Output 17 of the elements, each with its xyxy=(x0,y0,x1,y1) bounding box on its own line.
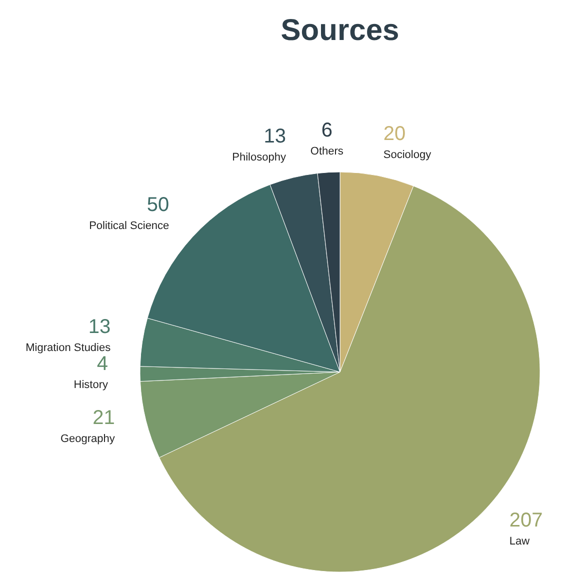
data-label: 4 xyxy=(96,353,108,376)
data-label: 20 xyxy=(383,123,406,146)
slice-label: Law xyxy=(509,536,530,548)
slice-label: Geography xyxy=(60,433,116,446)
slice-label: Others xyxy=(310,145,344,158)
data-label: 6 xyxy=(321,119,332,142)
slice-label: Sociology xyxy=(383,149,432,162)
data-label: 207 xyxy=(509,510,543,532)
slice-label: Political Science xyxy=(89,220,170,232)
data-label: 21 xyxy=(92,407,115,430)
slice-label: Migration Studies xyxy=(26,342,112,354)
chart-title: Sources xyxy=(280,14,400,47)
data-label: 50 xyxy=(146,194,170,216)
slice-label: History xyxy=(74,379,108,392)
data-label: 13 xyxy=(264,125,286,148)
data-label: 13 xyxy=(88,316,111,338)
slice-label: Philosophy xyxy=(232,151,286,164)
